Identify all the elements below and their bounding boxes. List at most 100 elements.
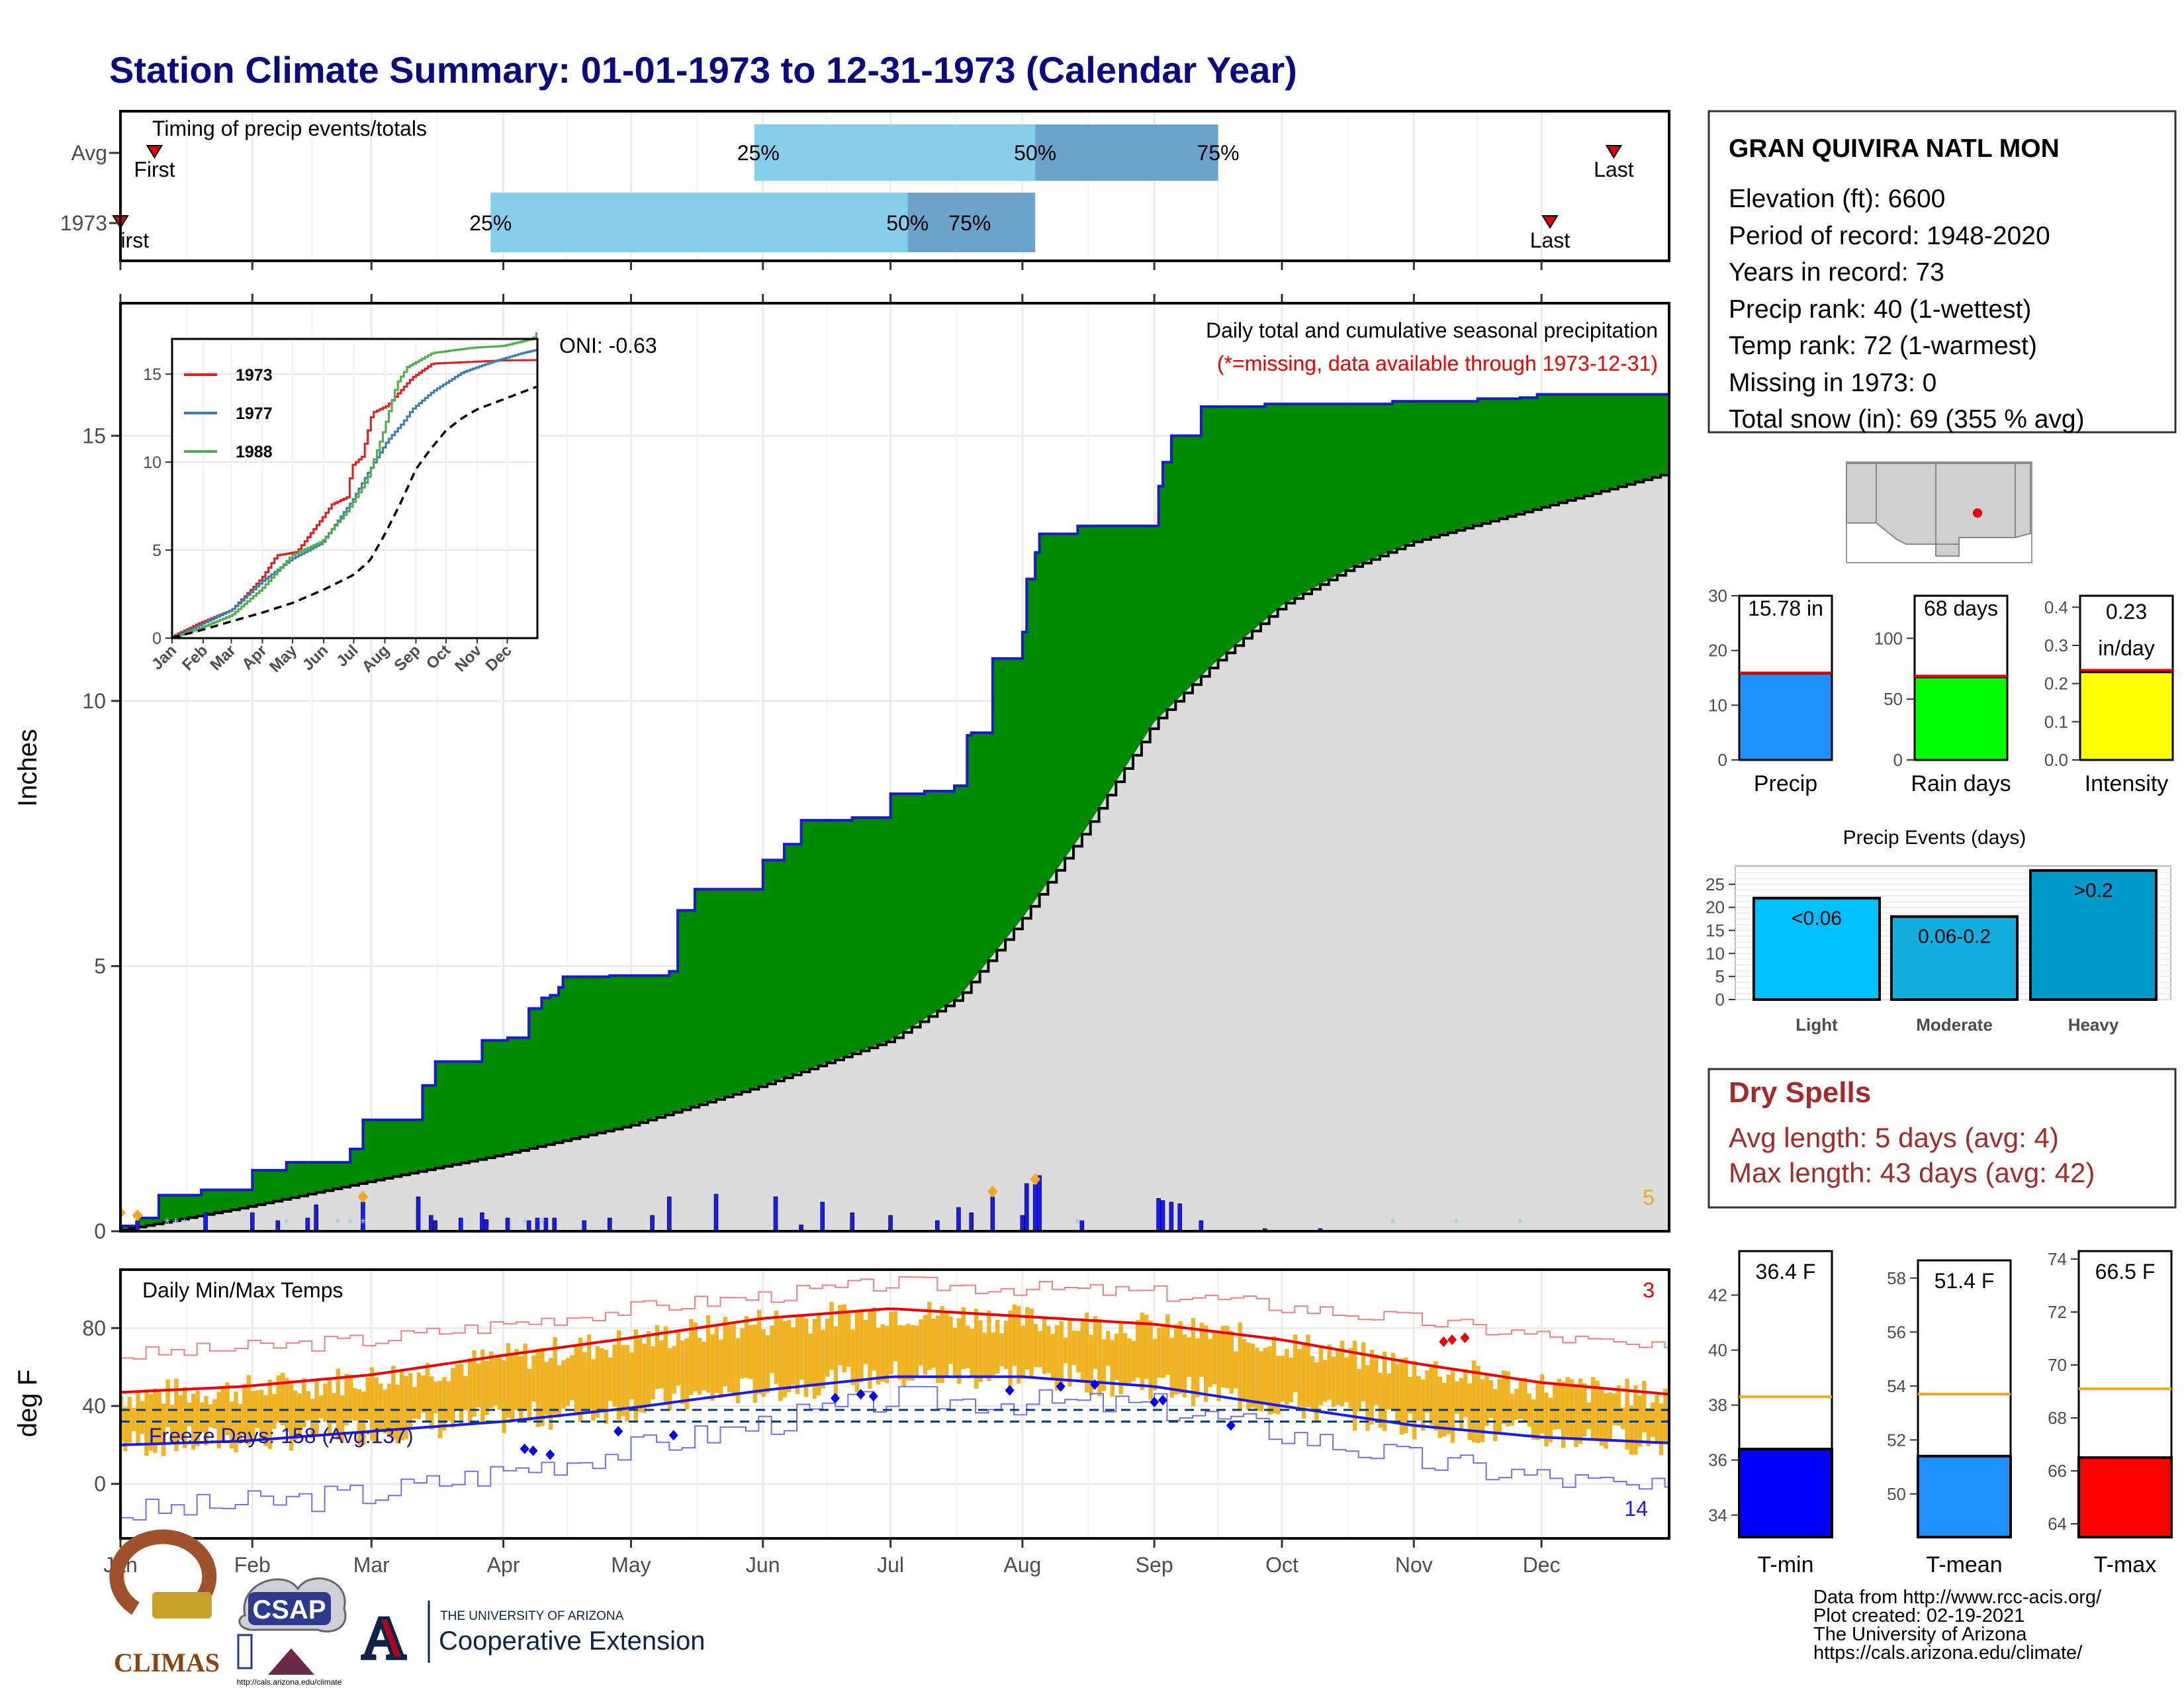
daily-precip-bar [1156, 1198, 1161, 1231]
x-tick-label-aug: Aug [1003, 1553, 1041, 1577]
temp-range-bar [633, 1329, 638, 1421]
temp-range-bar [1021, 1325, 1025, 1379]
y1973-last-marker [1541, 215, 1559, 229]
timing-panel-frame [119, 110, 1670, 262]
daily-precip-bar [305, 1217, 310, 1231]
inset-y-tick-label: 5 [152, 541, 161, 560]
temp-summary-tick-label: 54 [1887, 1376, 1906, 1396]
temp-range-bar [761, 1329, 766, 1397]
temp-range-bar [1535, 1382, 1540, 1440]
daily-precip-bar [1160, 1200, 1165, 1231]
temp-range-bar [1365, 1365, 1370, 1431]
temp-range-bar [595, 1346, 600, 1418]
temp-range-bar [774, 1310, 779, 1384]
temp-range-bar [1169, 1337, 1174, 1398]
temp-range-bar [901, 1325, 906, 1387]
temp-summary-value: 66.5 F [2095, 1260, 2156, 1284]
temp-range-bar [348, 1374, 353, 1420]
events-x-label: Moderate [1916, 1015, 1993, 1035]
temp-range-bar [1114, 1333, 1119, 1380]
temp-range-bar [1046, 1325, 1051, 1374]
temp-range-bar [1173, 1324, 1179, 1395]
temp-range-bar [770, 1325, 774, 1374]
temp-range-bar [1199, 1323, 1204, 1378]
temp-summary-fill [1917, 1454, 2012, 1538]
temp-range-bar [357, 1389, 362, 1446]
temp-range-bar [1054, 1325, 1060, 1391]
temp-range-bar [1280, 1355, 1285, 1402]
temp-range-bar [791, 1327, 796, 1385]
temp-summary-t-mean: 50 52 54 56 58 51.4 F T-mean [1887, 1259, 2012, 1577]
events-bar-heavy [2029, 868, 2158, 1002]
temp-range-bar [255, 1390, 259, 1429]
summary-bar-intensity: 0.0 0.1 0.2 0.3 0.4 0.23 in/day Intensity [2044, 594, 2174, 796]
temp-range-bar [383, 1389, 387, 1434]
summary-bar-label: Rain days [1911, 771, 2011, 796]
temp-range-bar [199, 1402, 205, 1432]
temp-range-bar [914, 1325, 919, 1378]
temp-range-bar [1225, 1325, 1230, 1389]
temp-range-bar [1387, 1374, 1391, 1410]
temp-range-bar [1463, 1369, 1468, 1417]
x-tick-label-apr: Apr [487, 1553, 520, 1577]
temp-range-bar [1310, 1356, 1315, 1410]
temp-summary-value: 36.4 F [1756, 1260, 1816, 1284]
temp-range-bar [995, 1319, 1000, 1374]
temp-range-bar [1420, 1379, 1426, 1431]
temp-range-bar [506, 1343, 511, 1418]
record-high-diamond [1460, 1332, 1470, 1343]
temp-range-bar [1212, 1333, 1217, 1385]
temp-range-bar [889, 1311, 893, 1374]
temp-range-bar [361, 1391, 366, 1446]
temp-range-bar [1378, 1372, 1383, 1428]
record-low-diamond [1056, 1381, 1066, 1392]
temp-range-bar [740, 1328, 745, 1379]
summary-bar-precip: 0 10 20 30 15.78 in Precip [1708, 586, 1833, 796]
record-low-diamond [1150, 1397, 1160, 1408]
temp-range-bar [467, 1358, 473, 1423]
station-line-years: Years in record: 73 [1729, 258, 1944, 287]
temp-range-bar [421, 1375, 426, 1413]
temp-range-bar [1480, 1379, 1485, 1442]
temp-range-bar [1382, 1351, 1387, 1431]
temp-range-bar [987, 1310, 991, 1381]
temp-range-bar [723, 1317, 727, 1387]
temp-range-bar [318, 1395, 324, 1419]
daily-precip-bar [552, 1217, 557, 1231]
temp-range-bar [1131, 1340, 1136, 1382]
temp-range-bar [859, 1309, 864, 1383]
summary-bar-tick-label: 0 [1893, 750, 1903, 770]
temp-range-bar [527, 1368, 532, 1422]
daily-precip-bar [135, 1220, 140, 1231]
temp-range-bar [1191, 1317, 1196, 1407]
temp-range-bar [365, 1377, 370, 1420]
temp-range-bar [1425, 1370, 1430, 1413]
temp-range-bar [340, 1395, 345, 1443]
temp-range-bar [872, 1307, 876, 1371]
daily-temp-range-bars [120, 1301, 1669, 1456]
daily-precip-bar [275, 1220, 281, 1231]
temp-range-bar [1493, 1389, 1498, 1441]
temp-panel-frame [119, 1268, 1670, 1540]
snow-marker: * [1518, 1215, 1524, 1232]
y1973-25-label: 25% [469, 211, 512, 235]
temp-range-bar [697, 1338, 702, 1395]
x-tick-label-oct: Oct [1265, 1553, 1298, 1577]
summary-bar-tick-label: 10 [1708, 695, 1727, 715]
record-low-diamond [1005, 1385, 1015, 1396]
temp-range-bar [208, 1404, 213, 1428]
daily-precip-bar [505, 1217, 510, 1231]
temp-range-bar [863, 1319, 868, 1364]
temp-range-bar [693, 1322, 698, 1391]
temp-range-bar [263, 1395, 268, 1446]
temp-range-bar [1093, 1316, 1098, 1370]
temp-range-bar [514, 1348, 519, 1410]
temp-range-bar [1259, 1351, 1263, 1412]
temp-range-bar [488, 1351, 494, 1409]
temp-range-bar [1327, 1344, 1332, 1400]
temp-range-bar [795, 1317, 800, 1394]
climatology-cumulative-area [120, 473, 1669, 1231]
y1973-quartile-50-75-bar [907, 193, 1036, 252]
temp-range-bar [910, 1325, 915, 1381]
record-low-diamond [856, 1389, 866, 1400]
